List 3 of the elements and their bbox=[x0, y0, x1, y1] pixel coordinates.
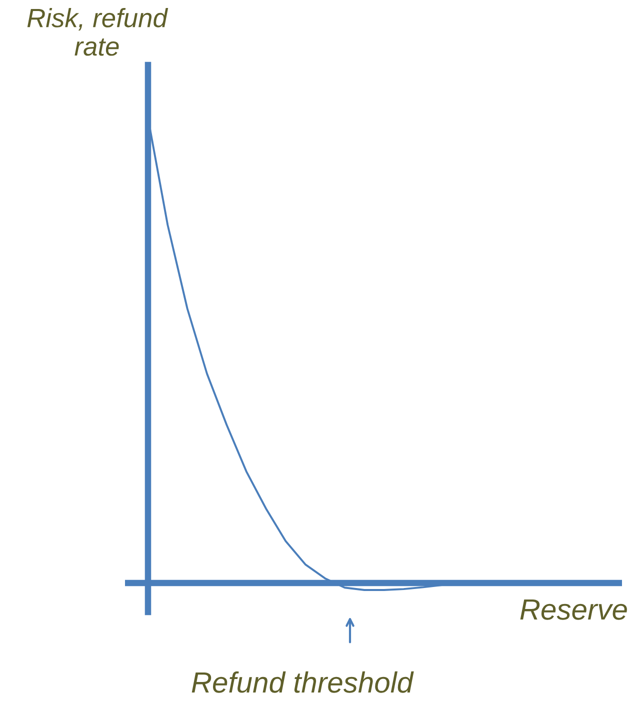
x-axis-title: Reserve bbox=[520, 599, 627, 620]
y-axis-title: Risk, refund rate bbox=[27, 8, 168, 56]
text: Refund threshold bbox=[192, 671, 414, 693]
